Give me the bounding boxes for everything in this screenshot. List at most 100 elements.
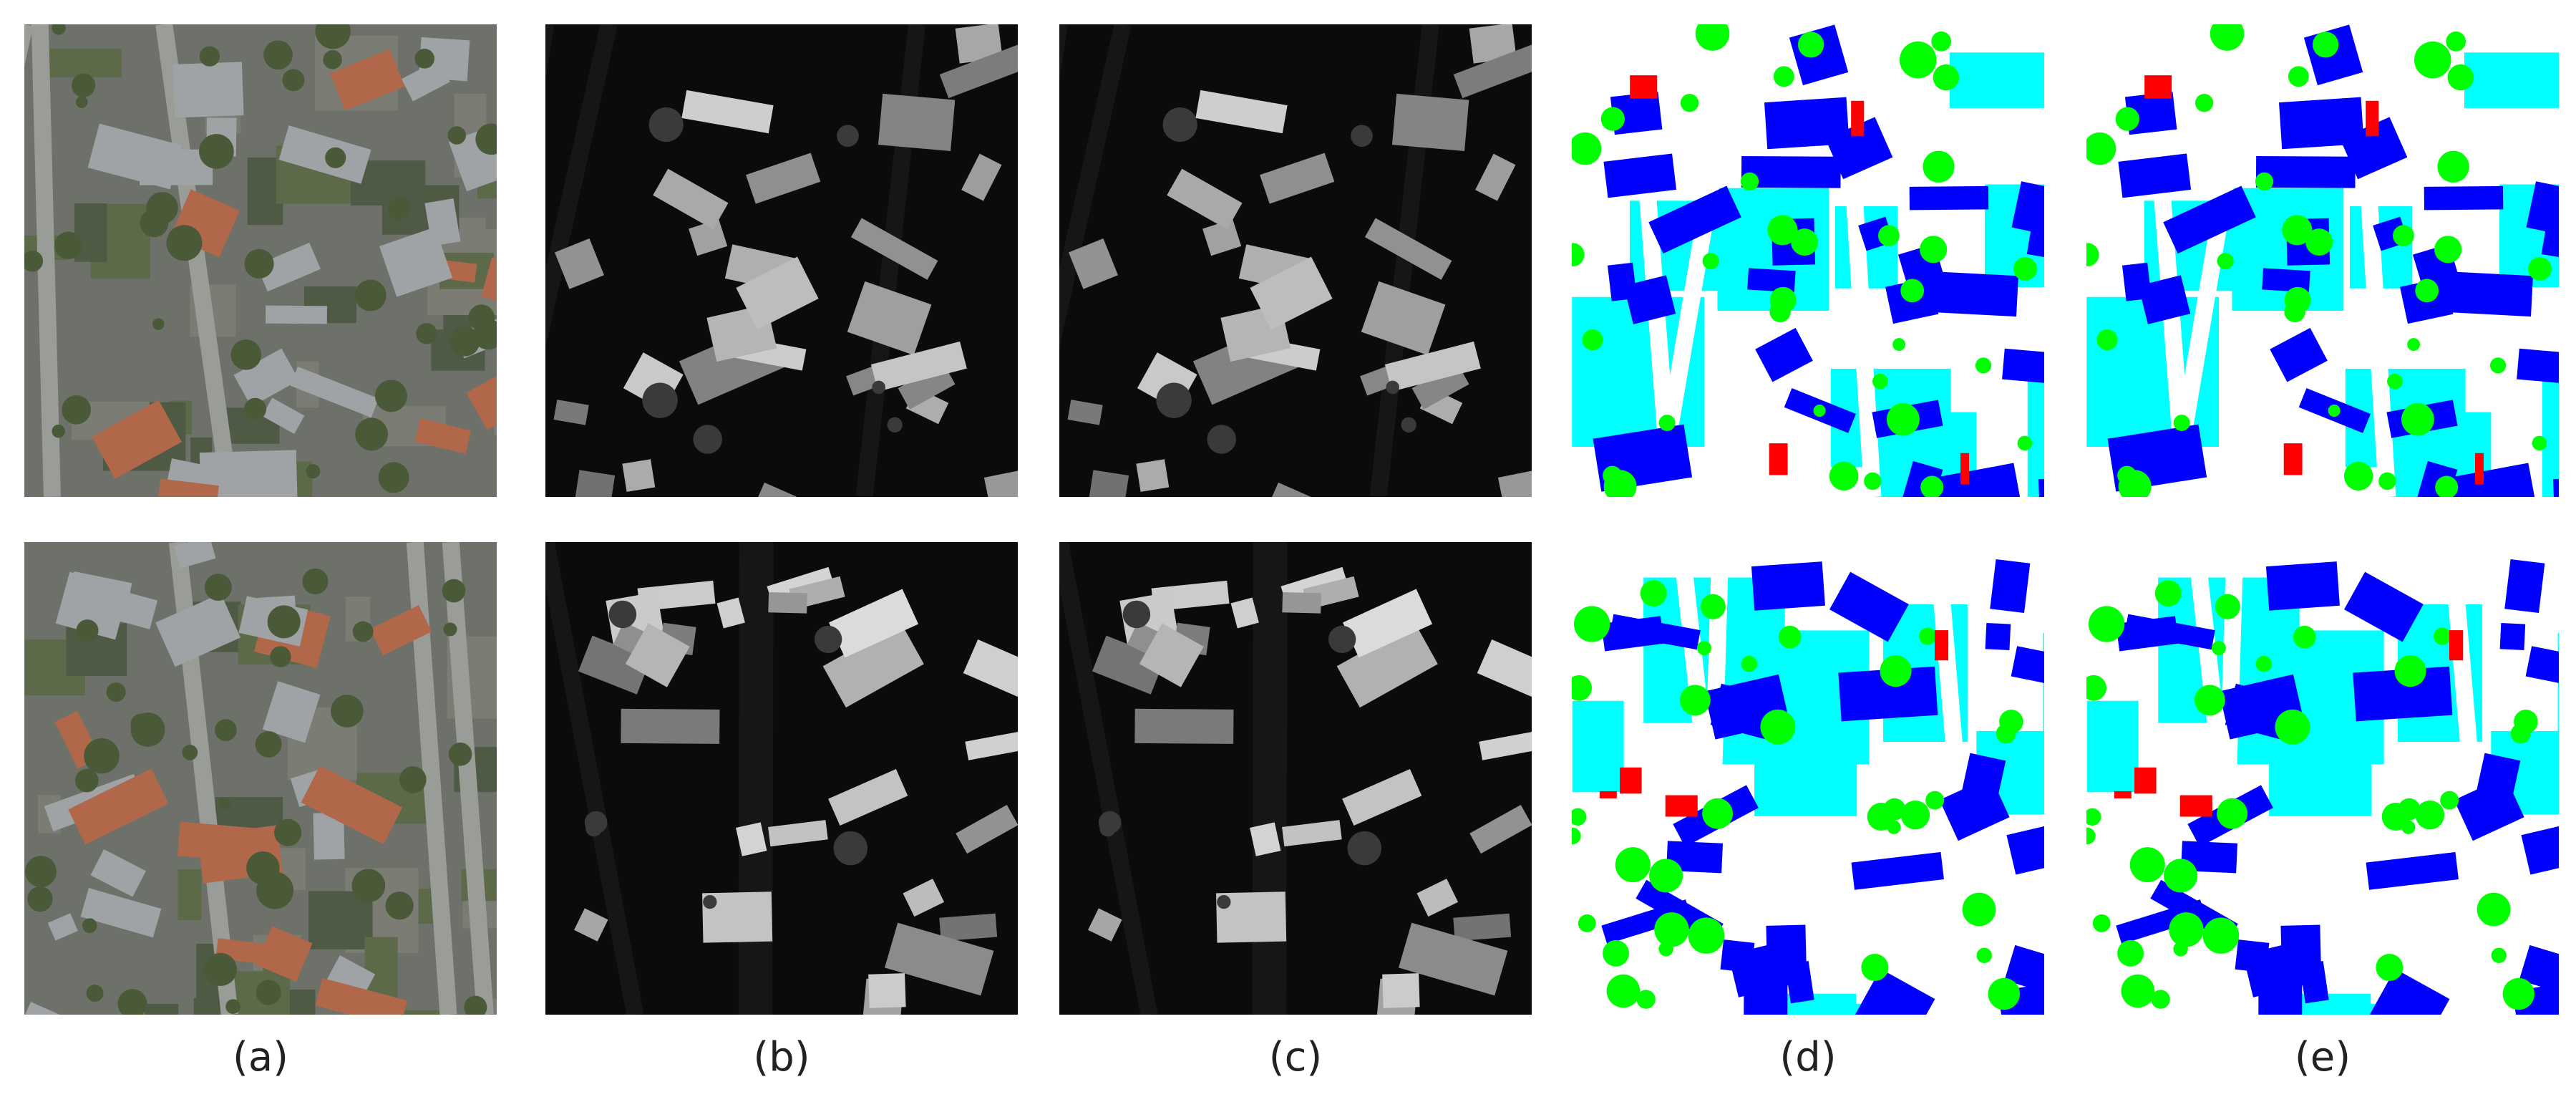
low-vegetation-region (1846, 1004, 1912, 1015)
low-vegetation-region (2361, 1004, 2427, 1015)
tree (2202, 917, 2240, 954)
building (1985, 622, 2011, 651)
road (1269, 542, 1288, 1015)
building (172, 62, 244, 118)
image-panel (1572, 542, 2044, 1015)
tree (140, 208, 169, 238)
tree (1976, 947, 1992, 963)
tree (1696, 641, 1711, 656)
clutter-region (2144, 75, 2172, 99)
tree (703, 894, 717, 909)
building (2011, 646, 2044, 686)
tree (2118, 470, 2152, 497)
tree (2154, 580, 2182, 607)
tree (1791, 228, 1819, 256)
tree (399, 765, 427, 793)
tree (2164, 859, 2198, 893)
tree (837, 125, 859, 148)
tree (2414, 41, 2451, 79)
tree (2328, 405, 2341, 417)
ground-patch (320, 735, 357, 769)
panel-caption: (d) (1779, 1034, 1836, 1081)
building (330, 49, 405, 111)
tree (52, 24, 66, 35)
road (545, 542, 644, 1015)
building (1744, 981, 1788, 1015)
building (1364, 218, 1452, 280)
building (2004, 944, 2044, 1010)
building (847, 281, 932, 355)
building (1216, 891, 1287, 943)
tree (2115, 107, 2139, 131)
ground-patch (193, 997, 220, 1015)
tree (475, 123, 497, 155)
image-panel (2086, 542, 2559, 1015)
building (1962, 753, 2006, 798)
building (983, 460, 1018, 497)
building (1855, 968, 1935, 1015)
building (1195, 90, 1288, 134)
low-vegetation-region (2557, 632, 2559, 757)
building (173, 542, 216, 569)
tree (256, 980, 281, 1005)
tree (1767, 215, 1798, 246)
building (1399, 922, 1508, 996)
building (448, 112, 497, 192)
tree (1996, 723, 2016, 744)
tree (331, 695, 364, 728)
building (1453, 39, 1532, 99)
panel-caption: (b) (753, 1034, 810, 1081)
tree (2013, 257, 2037, 281)
image-panel (2086, 24, 2559, 497)
tree (76, 619, 99, 642)
clutter-region (1851, 100, 1865, 137)
tree (1931, 31, 1952, 52)
building (746, 153, 821, 204)
tree (1649, 859, 1683, 893)
tree (1861, 954, 1889, 982)
tree (263, 40, 293, 70)
building (1282, 592, 1321, 614)
low-vegetation-region (2269, 758, 2372, 816)
building (2181, 841, 2238, 874)
building (2279, 97, 2364, 150)
tree (1778, 625, 1802, 649)
building (424, 198, 461, 246)
image-panel (545, 24, 1018, 497)
tree (255, 731, 282, 758)
building (90, 849, 146, 897)
building (653, 168, 729, 230)
tree (648, 107, 684, 142)
tree (2415, 279, 2439, 303)
tree (2313, 32, 2339, 58)
building (1342, 769, 1422, 826)
building (578, 635, 651, 695)
clutter-region (2283, 443, 2303, 475)
tree (2532, 435, 2547, 451)
tree (1122, 600, 1151, 629)
building (2344, 571, 2424, 642)
building (155, 593, 241, 667)
tree (62, 395, 91, 425)
tree (2086, 132, 2116, 165)
low-vegetation-region (1949, 52, 2044, 108)
tree (351, 869, 386, 903)
building (262, 681, 321, 743)
building (1250, 256, 1333, 330)
building (1282, 820, 1342, 847)
tree (416, 323, 437, 344)
building (716, 597, 745, 629)
tree (887, 417, 903, 433)
ground-patch (178, 869, 202, 921)
building (2262, 268, 2310, 293)
building (1469, 24, 1517, 64)
tree (75, 96, 88, 108)
building (414, 418, 472, 454)
tree (1162, 107, 1197, 142)
tree (2437, 150, 2469, 183)
tree (2088, 606, 2125, 642)
tree (1925, 791, 1945, 810)
tree (1401, 417, 1416, 433)
tree (2528, 257, 2552, 281)
tree (2447, 64, 2474, 91)
